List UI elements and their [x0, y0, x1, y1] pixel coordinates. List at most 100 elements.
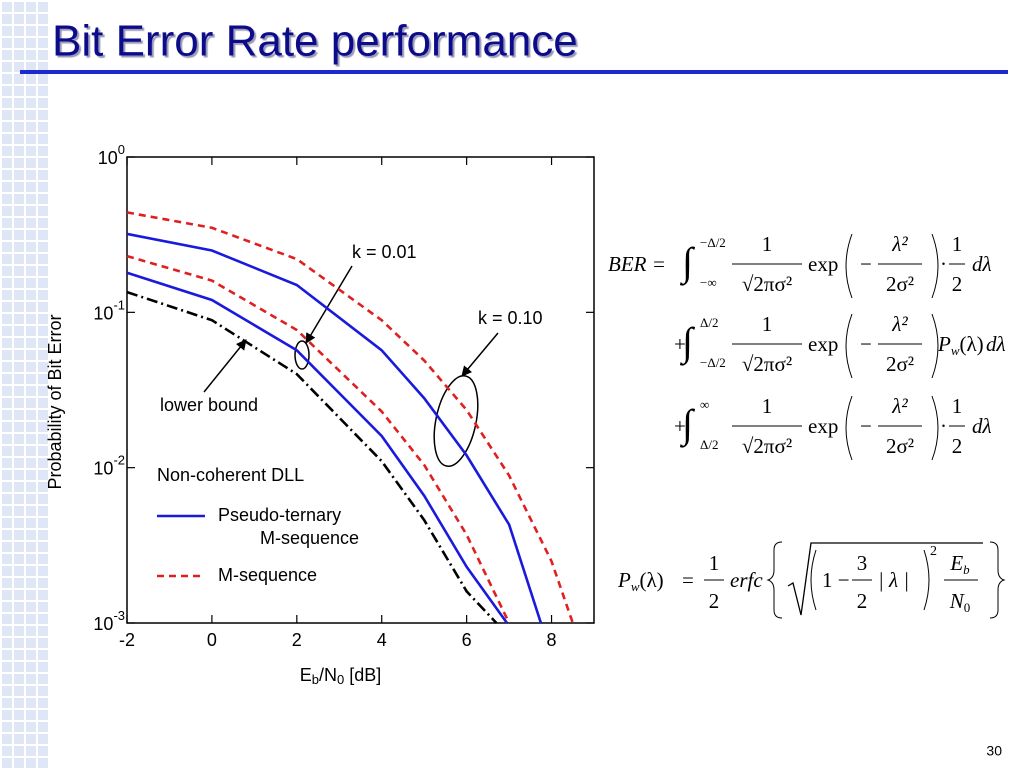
eq-text: BER = — [608, 252, 666, 276]
x-axis-label-part: [dB] — [344, 665, 381, 685]
eq-part: (λ) — [960, 332, 984, 356]
legend-title: Non-coherent DLL — [157, 465, 304, 485]
eq-part: w — [951, 343, 960, 358]
tick-base: 10 — [98, 148, 118, 168]
legend-label: Pseudo-ternary — [218, 505, 341, 525]
eq-text: 2 — [930, 544, 937, 559]
x-tick-label: 0 — [207, 630, 217, 650]
paren — [845, 313, 939, 379]
eq-text: 1 — [952, 394, 963, 418]
series-line — [126, 290, 498, 624]
eq-text: + — [674, 332, 686, 356]
eq-text: 2 — [952, 434, 963, 458]
brace — [766, 541, 783, 619]
eq-text: 2σ² — [886, 272, 914, 296]
eq-text: exp — [808, 414, 838, 438]
eq-text: − — [860, 414, 872, 438]
eq-text: 2σ² — [886, 352, 914, 376]
eq-text: − — [860, 332, 872, 356]
annotation-arrow — [305, 265, 353, 344]
eq-text: 2σ² — [886, 434, 914, 458]
eq-text: = — [682, 568, 694, 592]
paren — [845, 233, 939, 299]
tick-base: 10 — [93, 458, 113, 478]
eq-text: 1 — [952, 232, 963, 256]
x-axis-label-part: b — [312, 672, 319, 687]
legend-label: M-sequence — [218, 565, 317, 585]
x-axis-label: Eb/N0 [dB] — [300, 665, 382, 688]
eq-text: 3 — [857, 551, 868, 575]
eq-text: −Δ/2 — [700, 355, 726, 370]
x-tick-label: 4 — [377, 630, 387, 650]
plot-frame — [126, 156, 595, 624]
slide-title: Bit Error Rate performance — [52, 17, 578, 66]
eq-text: 2 — [952, 272, 963, 296]
eq-text: · — [940, 414, 947, 438]
brace — [989, 541, 1006, 619]
eq-text: 1 — [762, 232, 773, 256]
eq-text: − — [860, 252, 872, 276]
annotation: lower bound — [160, 395, 258, 415]
eq-text: √2πσ² — [742, 272, 792, 296]
y-tick-label: 100 — [98, 142, 125, 167]
annotation-ellipse — [433, 375, 479, 467]
eq-text: ∞ — [700, 397, 709, 412]
eq-text: exp — [808, 332, 838, 356]
eq-text: Pw(λ) — [617, 568, 664, 594]
eq-text: N0 — [949, 589, 971, 615]
integral-sign: ∫ — [679, 239, 696, 286]
x-tick-label: -2 — [119, 630, 135, 650]
eq-text: 1 − — [822, 568, 850, 592]
annotation-arrow — [203, 339, 247, 393]
y-axis-label: Probability of Bit Error — [45, 314, 65, 489]
tick-exponent: -3 — [113, 608, 125, 623]
paren — [810, 549, 930, 611]
eq-text: λ² — [891, 394, 908, 418]
eq-text: 2 — [857, 589, 868, 613]
series-line — [126, 232, 543, 624]
tick-base: 10 — [93, 614, 113, 634]
eq-text: 2 — [709, 589, 720, 613]
annotation-arrow — [461, 332, 499, 377]
tick-exponent: -2 — [113, 453, 125, 468]
paren — [845, 395, 939, 461]
tick-exponent: 0 — [118, 142, 125, 157]
y-tick-label: 10-2 — [93, 453, 125, 478]
annotation: k = 0.01 — [352, 242, 417, 262]
side-strip — [0, 0, 48, 768]
eq-text: dλ — [972, 414, 992, 438]
page-number: 30 — [986, 743, 1002, 759]
eq-text: √2πσ² — [742, 434, 792, 458]
eq-text: dλ — [972, 252, 992, 276]
series-line — [126, 271, 509, 624]
eq-text: −∞ — [700, 275, 717, 290]
series-line — [126, 254, 511, 624]
eq-text: Δ/2 — [700, 315, 718, 330]
eq-text: 1 — [762, 394, 773, 418]
eq-text: + — [674, 414, 686, 438]
tick-base: 10 — [93, 303, 113, 323]
eq-text: Pw(λ) — [937, 332, 984, 358]
annotation: k = 0.10 — [478, 308, 543, 328]
integral-sign: ∫ — [679, 401, 696, 448]
legend-label: M-sequence — [260, 528, 359, 548]
eq-text: exp — [808, 252, 838, 276]
pw-equation: Pw(λ) = 1 2 erfc 1 − 3 2 | λ | 2 Eb N0 — [617, 541, 1006, 619]
eq-text: dλ — [986, 332, 1006, 356]
eq-text: | λ | — [878, 568, 909, 592]
x-axis-label-part: E — [300, 665, 312, 685]
x-tick-label: 2 — [292, 630, 302, 650]
eq-text: 1 — [762, 312, 773, 336]
annotation-ellipse — [294, 340, 310, 370]
eq-text: √2πσ² — [742, 352, 792, 376]
radical — [787, 542, 983, 616]
eq-text: λ² — [891, 232, 908, 256]
eq-text: Eb — [949, 551, 970, 577]
series-line — [126, 211, 575, 624]
eq-text: 1 — [709, 551, 720, 575]
y-tick-label: 10-3 — [93, 608, 125, 633]
x-tick-label: 6 — [462, 630, 472, 650]
